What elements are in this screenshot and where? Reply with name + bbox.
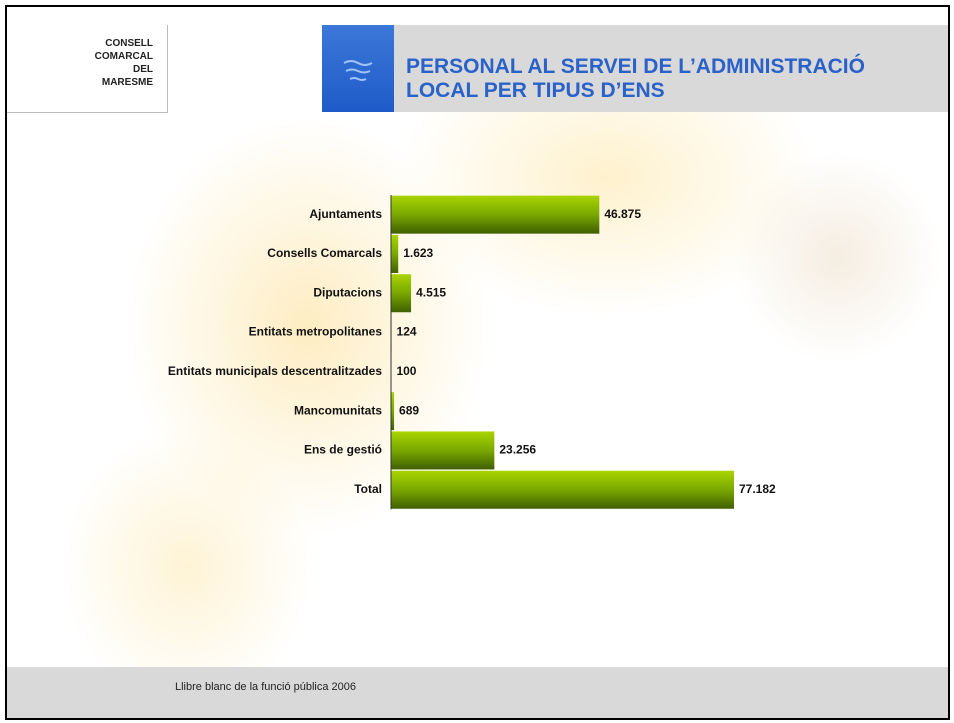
slide: CONSELL COMARCAL DEL MARESME PERSONAL AL… <box>5 5 950 720</box>
category-label: Consells Comarcals <box>267 246 382 260</box>
value-label: 4.515 <box>416 285 446 299</box>
category-label: Total <box>354 482 382 496</box>
value-label: 77.182 <box>739 482 776 496</box>
footer: Llibre blanc de la funció pública 2006 <box>7 667 948 718</box>
value-label: 46.875 <box>604 207 641 221</box>
logo-text: COMARCAL <box>94 51 153 62</box>
logo-waves <box>343 60 373 81</box>
category-label: Entitats metropolitanes <box>249 325 383 339</box>
logo-square <box>322 25 394 112</box>
logo-text: DEL <box>133 64 153 75</box>
bar <box>391 195 600 234</box>
category-label: Ens de gestió <box>304 443 382 457</box>
category-label: Entitats municipals descentralitzades <box>168 364 382 378</box>
chart: Ajuntaments 46.875 Consells Comarcals 1.623… <box>168 195 776 510</box>
category-label: Diputacions <box>313 285 382 299</box>
chart-title: PERSONAL AL SERVEI DE L’ADMINISTRACIÓ LO… <box>406 55 865 102</box>
title-bar: PERSONAL AL SERVEI DE L’ADMINISTRACIÓ LO… <box>394 25 948 112</box>
category-label: Ajuntaments <box>309 207 382 221</box>
value-label: 689 <box>399 403 419 417</box>
value-label: 124 <box>397 325 417 339</box>
logo-text: MARESME <box>101 77 153 88</box>
bar <box>391 274 412 313</box>
value-label: 100 <box>396 364 416 378</box>
value-label: 1.623 <box>403 246 433 260</box>
category-label: Mancomunitats <box>294 403 382 417</box>
bar <box>391 392 395 431</box>
logo: CONSELL COMARCAL DEL MARESME <box>7 25 168 113</box>
logo-text: CONSELL <box>105 38 153 49</box>
bar <box>391 470 734 509</box>
value-label: 23.256 <box>499 443 536 457</box>
bar <box>391 431 495 470</box>
source-note: Llibre blanc de la funció pública 2006 <box>175 681 357 693</box>
bar <box>391 234 399 273</box>
